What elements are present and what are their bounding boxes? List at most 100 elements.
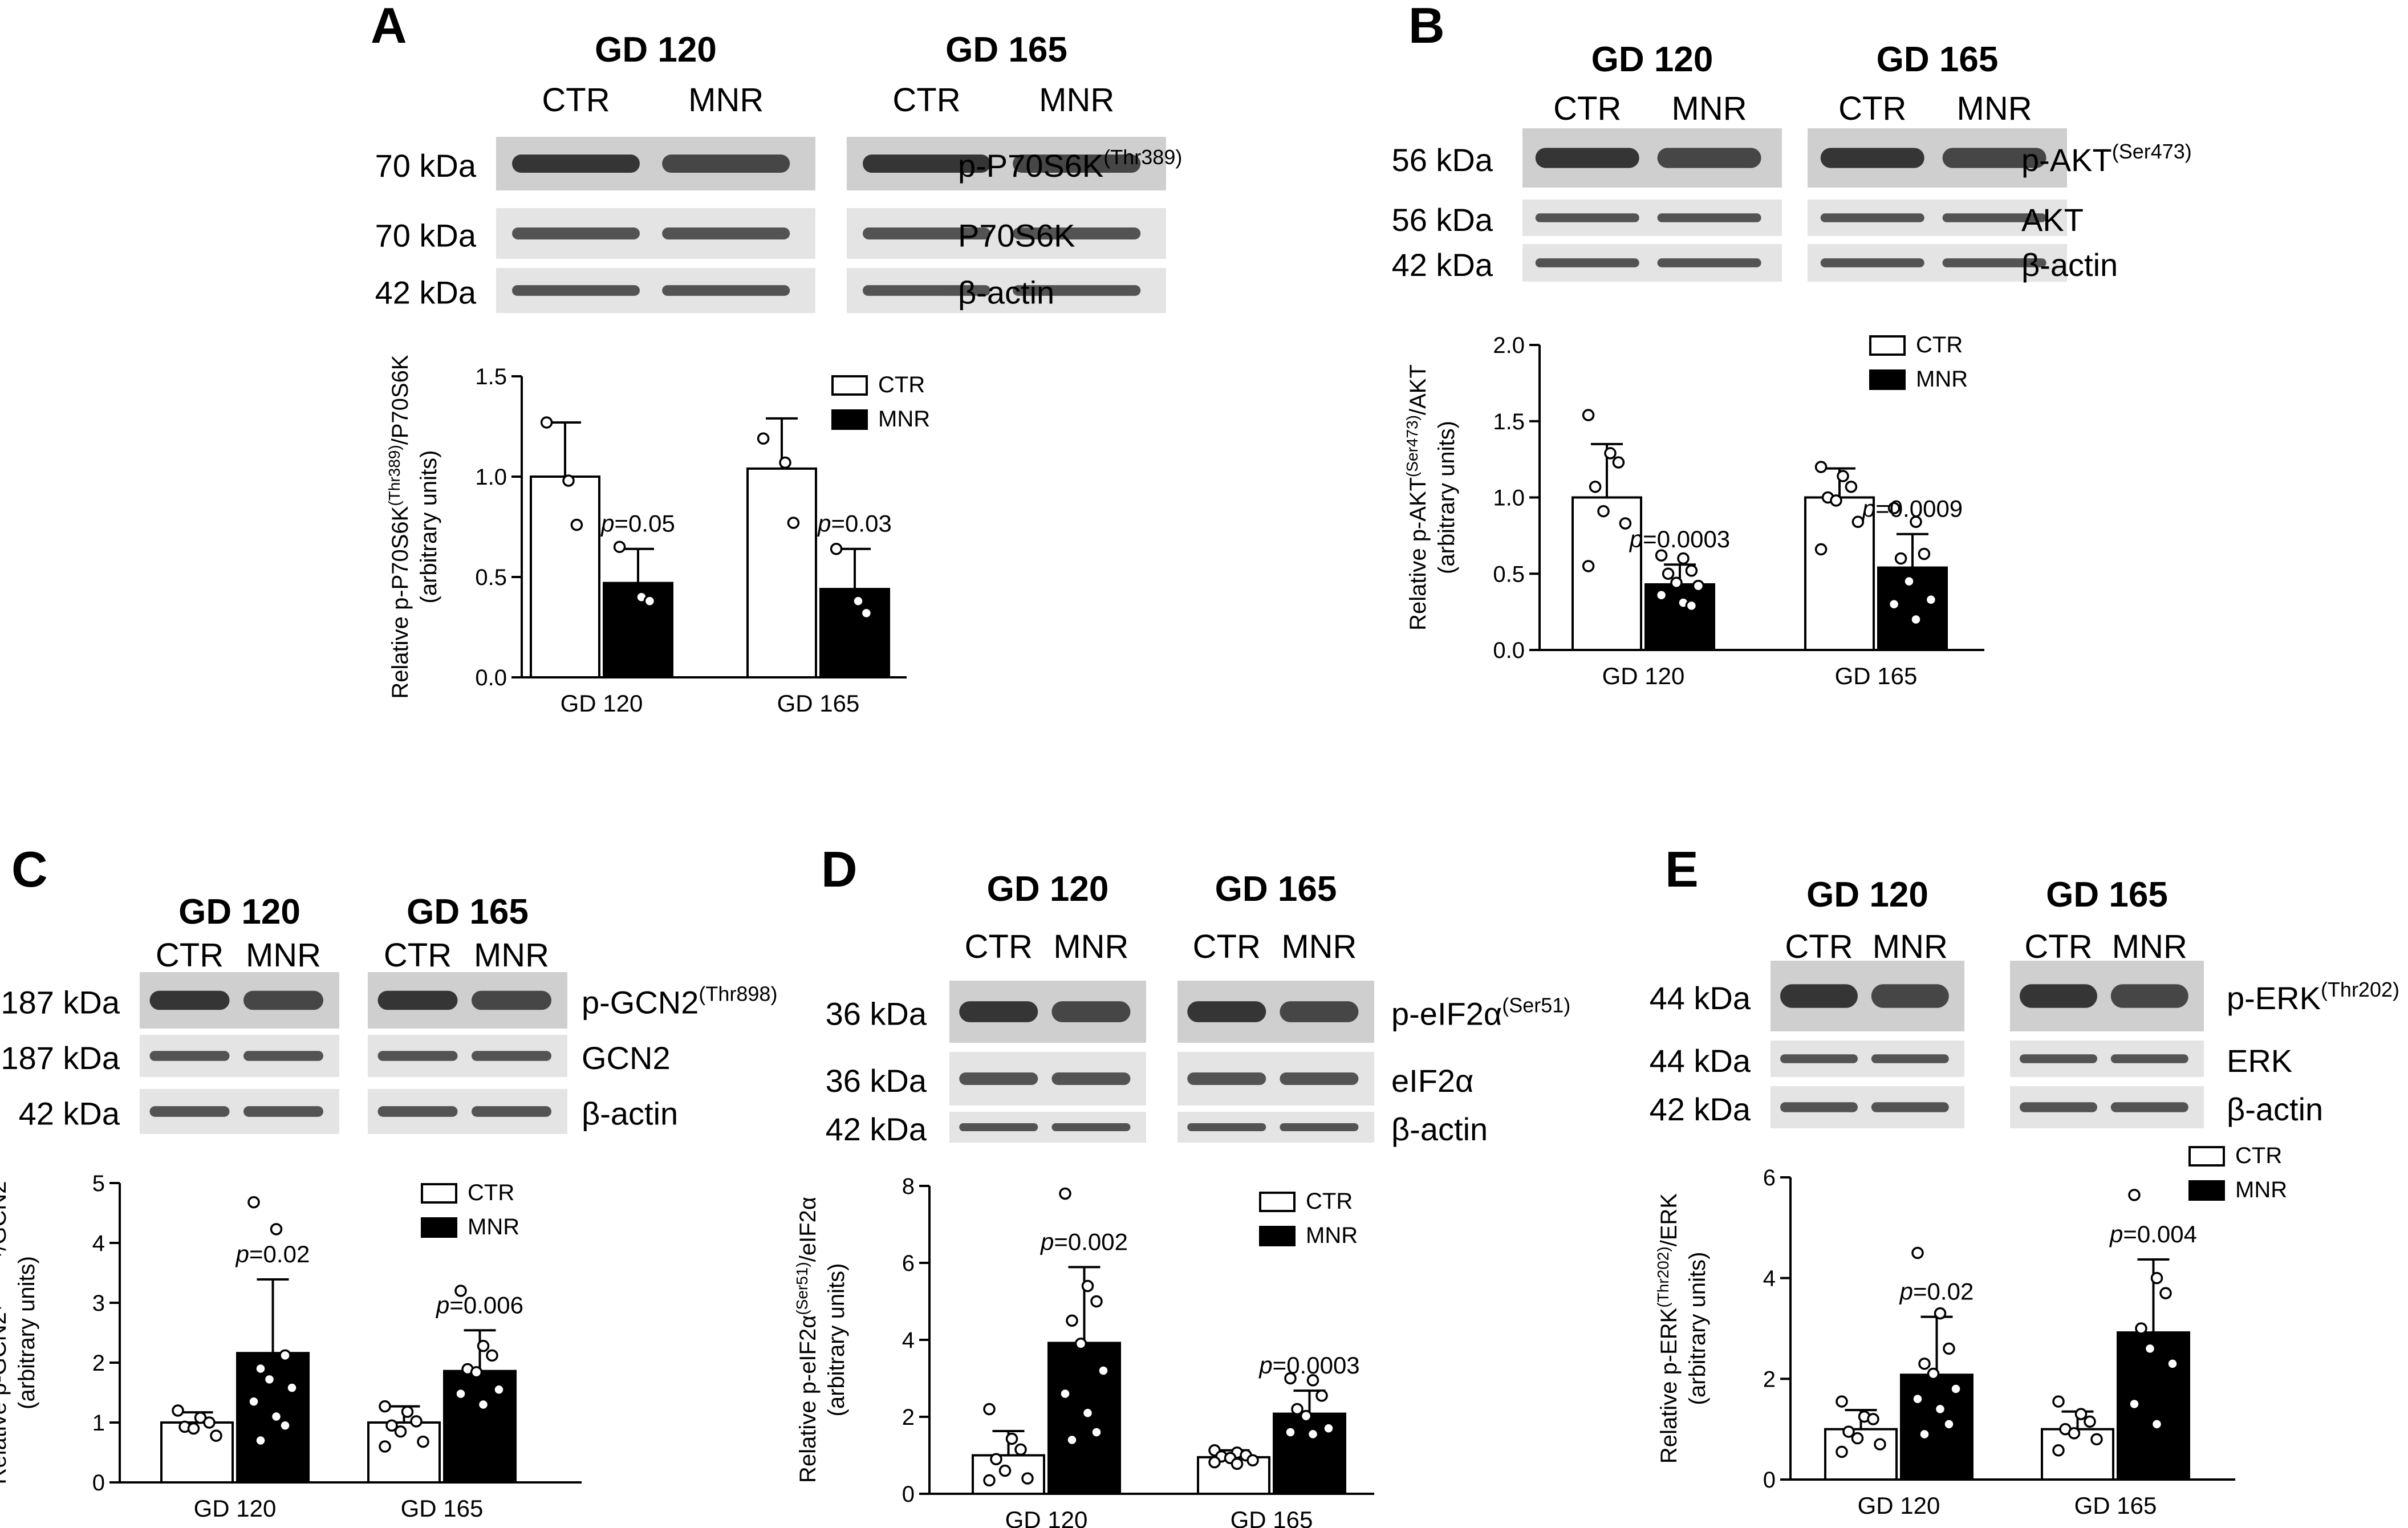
p-italic: p bbox=[1899, 1278, 1913, 1305]
data-point bbox=[1097, 1364, 1110, 1377]
p-value-annotation: p=0.0003 bbox=[1629, 526, 1730, 552]
y-tick-label: 6 bbox=[902, 1251, 915, 1276]
data-point bbox=[1692, 579, 1705, 592]
data-point bbox=[1306, 1374, 1319, 1387]
bar bbox=[1047, 1342, 1121, 1495]
x-tick-label: GD 120 bbox=[1858, 1492, 1940, 1519]
lane-label: MNR bbox=[2112, 928, 2187, 965]
mw-label: 42 kDa bbox=[1650, 1091, 1751, 1127]
data-point bbox=[2166, 1358, 2179, 1370]
legend-label: MNR bbox=[1306, 1223, 1358, 1248]
mw-label: 42 kDa bbox=[19, 1096, 120, 1132]
data-point bbox=[757, 432, 770, 445]
y-axis-title-units: (arbitrary units) bbox=[824, 1263, 849, 1417]
lane-label: CTR bbox=[2024, 928, 2092, 965]
p-value-text: =0.02 bbox=[1913, 1278, 1973, 1305]
protein-label: p-GCN2(Thr898) bbox=[582, 982, 777, 1021]
bar-chart: 0 2 4 6 Relative p-ERK(Thr202)/ERK(arbitrary… bbox=[1654, 1143, 2287, 1519]
data-point bbox=[1300, 1409, 1313, 1423]
x-tick-label: GD 165 bbox=[1835, 663, 1918, 689]
data-point bbox=[1934, 1403, 1947, 1416]
protein-band bbox=[863, 285, 990, 296]
protein-band bbox=[1942, 258, 2046, 267]
y-axis-title: Relative p-eIF2α(Ser51)/eIF2α bbox=[793, 1197, 821, 1483]
p-italic: p bbox=[2109, 1221, 2123, 1247]
legend-swatch bbox=[1869, 335, 1906, 356]
protein-label: P70S6K bbox=[958, 218, 1075, 254]
protein-band bbox=[1051, 1123, 1131, 1131]
y-tick-label: 2 bbox=[92, 1351, 105, 1376]
data-point bbox=[1322, 1422, 1335, 1434]
protein-band bbox=[1780, 984, 1858, 1008]
data-point bbox=[643, 595, 656, 607]
data-point bbox=[1918, 547, 1931, 560]
y-axis-title-sup: (Thr389) bbox=[385, 445, 403, 506]
blot-group-title: GD 120 bbox=[987, 869, 1109, 909]
protein-band bbox=[1280, 1001, 1359, 1022]
p-italic: p bbox=[600, 510, 614, 537]
data-point bbox=[385, 1419, 398, 1432]
lane-label: MNR bbox=[1281, 928, 1357, 965]
protein-band bbox=[1280, 1123, 1359, 1131]
legend-swatch bbox=[421, 1183, 457, 1204]
protein-label: β-actin bbox=[582, 1096, 678, 1132]
y-axis-title: Relative p-AKT(Ser473)/AKT bbox=[1403, 364, 1431, 631]
data-point bbox=[477, 1339, 490, 1352]
data-point bbox=[247, 1395, 260, 1408]
y-tick-label: 4 bbox=[1763, 1266, 1776, 1291]
data-point bbox=[983, 1403, 996, 1416]
y-tick-label: 5 bbox=[92, 1171, 105, 1196]
y-axis-title-units: (arbitrary units) bbox=[14, 1256, 39, 1409]
data-point bbox=[1597, 505, 1610, 518]
data-point bbox=[2084, 1415, 2096, 1428]
data-point bbox=[570, 518, 583, 531]
data-point bbox=[1934, 1307, 1947, 1320]
p-italic: p bbox=[435, 1291, 449, 1318]
data-point bbox=[1887, 502, 1901, 514]
protein-band bbox=[1820, 258, 1924, 267]
protein-band bbox=[2020, 1102, 2097, 1112]
y-axis-title: Relative p-ERK(Thr202)/ERK bbox=[1654, 1193, 1682, 1464]
protein-band bbox=[2110, 1054, 2188, 1063]
protein-band bbox=[1780, 1102, 1858, 1112]
blot-group-title: GD 165 bbox=[407, 892, 529, 932]
protein-band bbox=[662, 155, 790, 173]
y-tick-label: 6 bbox=[1763, 1165, 1776, 1190]
data-point bbox=[1246, 1454, 1259, 1467]
protein-band bbox=[1871, 1054, 1949, 1063]
protein-band bbox=[1280, 1072, 1359, 1085]
protein-band bbox=[1871, 984, 1949, 1008]
lane-label: MNR bbox=[1957, 90, 2032, 127]
protein-band bbox=[1535, 258, 1639, 267]
blot-group-title: GD 120 bbox=[1591, 40, 1713, 79]
data-point bbox=[2150, 1418, 2163, 1431]
y-tick-label: 2 bbox=[902, 1405, 915, 1430]
data-point bbox=[1604, 447, 1617, 460]
p-italic: p bbox=[1258, 1352, 1272, 1379]
protein-band bbox=[662, 285, 790, 296]
protein-band bbox=[512, 227, 640, 239]
protein-label: GCN2 bbox=[582, 1040, 671, 1076]
legend-label: MNR bbox=[878, 407, 930, 432]
data-point bbox=[2128, 1397, 2141, 1411]
y-tick-label: 1.0 bbox=[1493, 486, 1525, 511]
protein-band bbox=[472, 1051, 551, 1061]
data-point bbox=[1090, 1295, 1103, 1308]
protein-band bbox=[1657, 148, 1761, 168]
protein-band bbox=[1051, 1001, 1131, 1022]
data-point bbox=[1814, 461, 1828, 473]
y-tick-label: 0 bbox=[1763, 1468, 1776, 1493]
protein-band bbox=[243, 1051, 323, 1061]
data-point bbox=[1021, 1472, 1034, 1485]
legend-label: MNR bbox=[2235, 1177, 2287, 1202]
p-value-annotation: p=0.0009 bbox=[1861, 495, 1963, 522]
protein-superscript: (Ser51) bbox=[1502, 994, 1570, 1017]
lane-label: MNR bbox=[246, 937, 321, 974]
data-point bbox=[779, 456, 791, 469]
p-value-annotation: p=0.004 bbox=[2109, 1221, 2197, 1247]
x-tick-label: GD 120 bbox=[1005, 1506, 1088, 1528]
data-point bbox=[1685, 599, 1698, 612]
data-point bbox=[286, 1381, 298, 1394]
